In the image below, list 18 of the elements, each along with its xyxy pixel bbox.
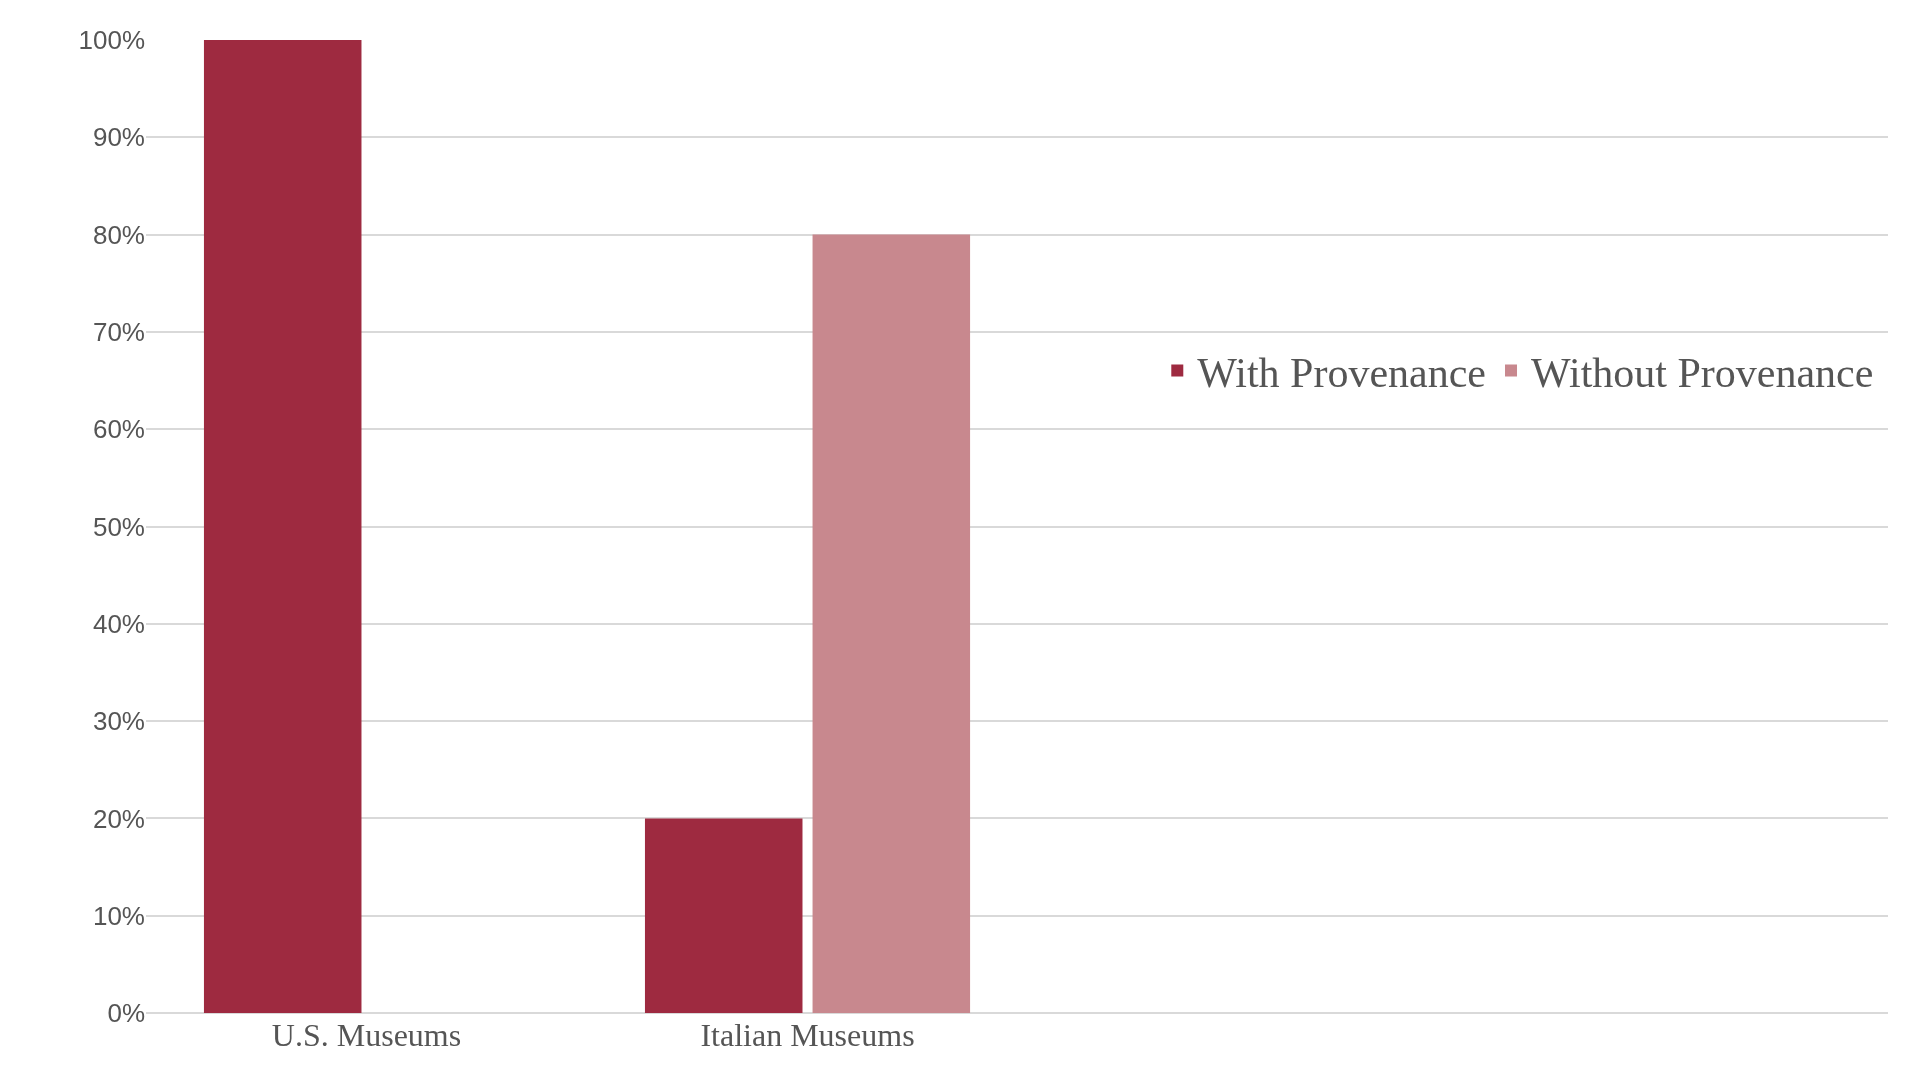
x-tick-label: Italian Museums [700, 1017, 915, 1053]
y-tick-label: 100% [78, 25, 145, 56]
bar [812, 234, 971, 1013]
y-tick-label: 10% [92, 900, 145, 931]
y-tick-label: 30% [92, 706, 145, 737]
y-tick-label: 60% [92, 414, 145, 445]
legend-label: Without Provenance [1531, 350, 1874, 396]
bar [203, 40, 362, 1013]
x-tick-label: U.S. Museums [271, 1017, 462, 1053]
y-tick-label: 80% [92, 219, 145, 250]
legend-label: With Provenance [1197, 350, 1487, 396]
y-tick-label: 0% [107, 998, 145, 1029]
y-tick-label: 70% [92, 317, 145, 347]
y-tick-label: 90% [92, 122, 145, 153]
bar [644, 818, 803, 1013]
y-tick-label: 40% [92, 608, 145, 639]
y-tick-label: 50% [92, 511, 145, 542]
y-tick-label: 20% [92, 803, 145, 834]
